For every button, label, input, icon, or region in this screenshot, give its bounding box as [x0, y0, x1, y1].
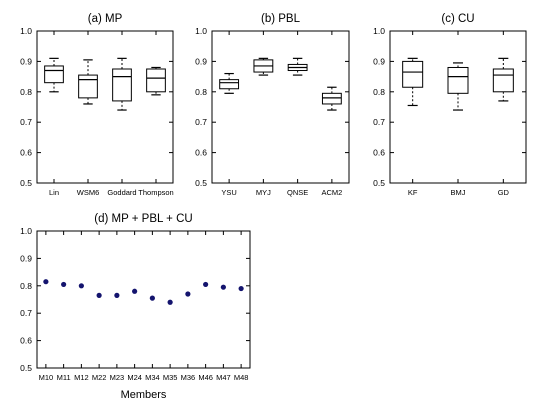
x-tick-label: GD [498, 188, 510, 197]
y-tick-label: 0.5 [20, 363, 32, 373]
plot-frame [36, 230, 251, 369]
point-m35 [167, 299, 173, 305]
point-m12 [78, 283, 84, 289]
x-tick-label: M47 [216, 373, 231, 382]
x-tick-label: M12 [74, 373, 89, 382]
x-tick-label: ACM2 [321, 188, 342, 197]
y-tick-label: 0.9 [195, 56, 207, 66]
y-tick-label: 0.6 [195, 148, 207, 158]
x-tick-label: M46 [198, 373, 213, 382]
x-tick-label: M35 [163, 373, 178, 382]
point-m47 [220, 284, 226, 290]
box-gd [492, 57, 514, 102]
point-m48 [238, 285, 244, 292]
y-tick-label: 0.8 [20, 87, 32, 97]
y-tick-label: 0.9 [20, 56, 32, 66]
y-tick-label: 0.6 [373, 148, 385, 158]
y-tick-label: 0.8 [373, 87, 385, 97]
box-ysu [219, 72, 240, 94]
x-tick-label: M23 [110, 373, 125, 382]
y-tick-label: 1.0 [20, 226, 32, 236]
y-tick-label: 0.5 [195, 178, 207, 188]
x-tick-label: BMJ [451, 188, 466, 197]
box-iqr [447, 66, 469, 94]
box-iqr [321, 92, 342, 105]
panel-1: (a) MP 0.5 0.6 0.7 0.8 0.9 1.0 Lin WSM6 Goddard Th… [20, 13, 174, 197]
point-m11 [61, 281, 67, 288]
box-iqr [492, 68, 514, 93]
y-tick-label: 0.9 [373, 56, 385, 66]
y-tick-label: 0.7 [20, 117, 32, 127]
x-tick-label: M24 [127, 373, 142, 382]
y-tick-label: 1.0 [20, 26, 32, 36]
box-iqr [219, 79, 240, 90]
panel-title: (c) CU [441, 13, 474, 25]
x-tick-label: YSU [221, 188, 236, 197]
x-tick-label: M36 [181, 373, 196, 382]
x-tick-label: KF [408, 188, 418, 197]
box-kf [402, 57, 424, 107]
point-m22 [96, 292, 102, 298]
y-tick-label: 0.5 [20, 178, 32, 188]
panel-3: (c) CU 0.5 0.6 0.7 0.8 0.9 1.0 KF BMJ GD [373, 13, 527, 197]
x-tick-label: Thompson [138, 188, 173, 197]
x-tick-label: M10 [39, 373, 54, 382]
box-lin [44, 57, 64, 93]
y-tick-label: 0.7 [20, 308, 32, 318]
y-tick-label: 0.6 [20, 148, 32, 158]
y-tick-label: 0.7 [195, 117, 207, 127]
panel-title: (d) MP + PBL + CU [94, 213, 192, 225]
box-iqr [78, 74, 98, 99]
y-tick-label: 1.0 [195, 26, 207, 36]
box-goddard [112, 57, 132, 111]
x-axis-label: Members [121, 389, 167, 401]
y-tick-label: 0.9 [20, 253, 32, 263]
panel-2: (b) PBL 0.5 0.6 0.7 0.8 0.9 1.0 YSU MYJ QNSE ACM2 [195, 13, 350, 197]
plot-frame [36, 30, 174, 184]
plot-frame [211, 30, 350, 184]
point-m34 [149, 295, 155, 301]
point-m23 [114, 292, 120, 298]
point-m10 [43, 279, 49, 285]
y-tick-label: 0.8 [20, 281, 32, 291]
y-tick-label: 0.7 [373, 117, 385, 127]
x-tick-label: M48 [234, 373, 249, 382]
y-tick-label: 0.5 [373, 178, 385, 188]
y-tick-label: 0.6 [20, 336, 32, 346]
point-m36 [185, 291, 191, 297]
box-iqr [112, 68, 132, 102]
point-m24 [132, 288, 138, 294]
box-bmj [447, 62, 469, 111]
x-tick-label: MYJ [256, 188, 271, 197]
box-iqr [44, 65, 64, 84]
box-qnse [287, 57, 308, 76]
x-tick-label: Goddard [107, 188, 136, 197]
y-tick-label: 1.0 [373, 26, 385, 36]
box-iqr [402, 60, 424, 88]
y-tick-label: 0.8 [195, 87, 207, 97]
box-iqr [146, 68, 166, 93]
box-thompson [146, 66, 166, 96]
panel-title: (a) MP [88, 13, 123, 25]
x-tick-label: M11 [57, 373, 71, 382]
box-wsm6 [78, 59, 98, 105]
panel-title: (b) PBL [261, 13, 301, 25]
x-tick-label: M34 [145, 373, 160, 382]
x-tick-label: M22 [92, 373, 107, 382]
x-tick-label: Lin [49, 188, 59, 197]
point-m46 [203, 281, 209, 288]
box-myj [253, 57, 274, 76]
x-tick-label: QNSE [287, 188, 308, 197]
x-tick-label: WSM6 [77, 188, 100, 197]
box-acm2 [321, 86, 342, 111]
